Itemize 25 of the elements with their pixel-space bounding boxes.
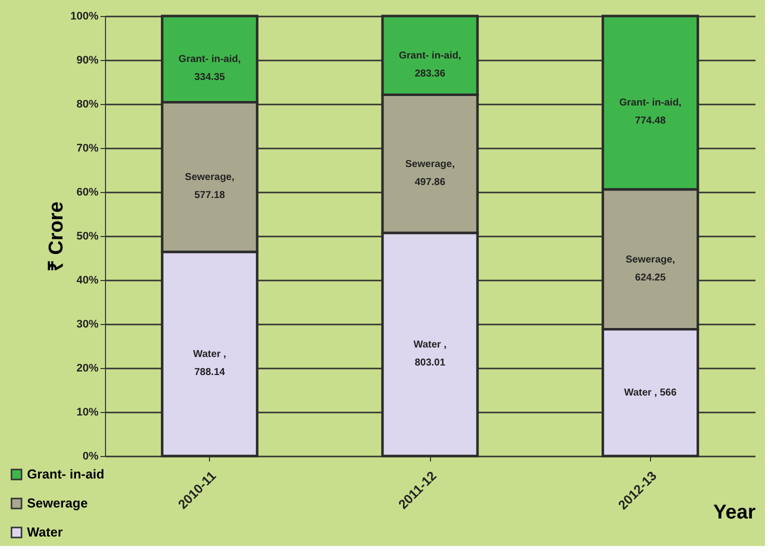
annotation: Grant- in-aid, 334.35 — [178, 54, 241, 84]
annotation: Grant- in-aid, 774.48 — [619, 98, 682, 127]
legend-label: Sewerage — [27, 496, 88, 510]
x-axis-title: Year — [713, 501, 756, 524]
y-tick-label: 0% — [82, 450, 99, 462]
annotation: Water , 803.01 — [414, 339, 447, 368]
annotation: Sewerage, 624.25 — [626, 254, 676, 284]
annotation: Water , 566 — [624, 388, 677, 399]
y-tick-label: 90% — [76, 54, 99, 66]
legend-label: Grant- in-aid — [27, 466, 104, 482]
y-tick-label: 50% — [76, 230, 99, 242]
y-axis-title: ₹ Crore — [45, 202, 68, 272]
annotation: Water , 788.14 — [193, 348, 226, 378]
y-tick-label: 30% — [76, 318, 99, 330]
annotation: Sewerage, 497.86 — [405, 158, 455, 188]
legend-label: Water — [27, 524, 63, 540]
y-tick-label: 100% — [70, 10, 99, 22]
annotation: Sewerage, 577.18 — [184, 172, 235, 202]
y-tick-label: 20% — [76, 362, 99, 374]
y-tick-label: 70% — [76, 142, 99, 154]
y-tick-label: 80% — [76, 98, 99, 110]
annotation: Grant- in-aid, 283.36 — [398, 50, 462, 80]
y-tick-label: 60% — [76, 186, 99, 198]
y-tick-label: 10% — [76, 406, 99, 418]
y-tick-label: 40% — [76, 274, 99, 286]
